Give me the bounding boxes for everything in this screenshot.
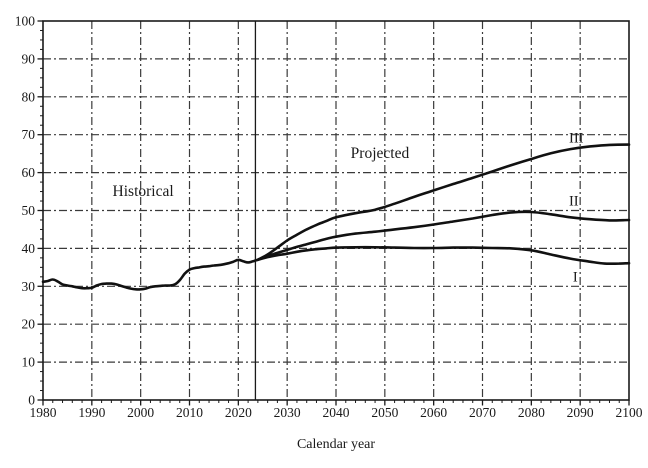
y-tick-label: 10 [22, 355, 36, 370]
x-tick-label: 2080 [518, 405, 545, 420]
label-curve-iii: III [569, 130, 584, 147]
series-alt-iii [256, 143, 631, 262]
y-tick-label: 60 [22, 165, 36, 180]
x-axis-title: Calendar year [296, 437, 376, 452]
x-tick-label: 2090 [567, 405, 594, 420]
x-tick-label: 2070 [469, 405, 496, 420]
x-tick-label: 2000 [127, 405, 154, 420]
y-tick-label: 70 [22, 127, 36, 142]
y-tick-label: 100 [15, 14, 36, 29]
y-tick-label: 50 [22, 203, 36, 218]
x-tick-label: 2010 [176, 405, 203, 420]
label-historical: Historical [112, 182, 174, 200]
y-tick-label: 90 [22, 51, 36, 66]
y-tick-label: 30 [22, 279, 36, 294]
x-tick-label: 1990 [78, 405, 105, 420]
label-curve-i: I [572, 269, 578, 286]
x-tick-label: 2040 [323, 405, 350, 420]
y-tick-label: 0 [28, 393, 35, 408]
x-tick-label: 2050 [371, 405, 398, 420]
y-tick-label: 80 [22, 89, 36, 104]
x-tick-label: 2020 [225, 405, 252, 420]
series-alt-i [256, 245, 631, 266]
label-projected: Projected [350, 144, 410, 162]
x-tick-label: 2100 [616, 405, 643, 420]
series-historical [41, 258, 260, 291]
x-tick-label: 1980 [30, 405, 57, 420]
label-curve-ii: II [568, 193, 579, 210]
y-tick-label: 20 [22, 317, 36, 332]
y-tick-label: 40 [22, 241, 36, 256]
x-tick-label: 2060 [420, 405, 447, 420]
x-tick-label: 2030 [274, 405, 301, 420]
series-alt-ii [256, 210, 631, 262]
